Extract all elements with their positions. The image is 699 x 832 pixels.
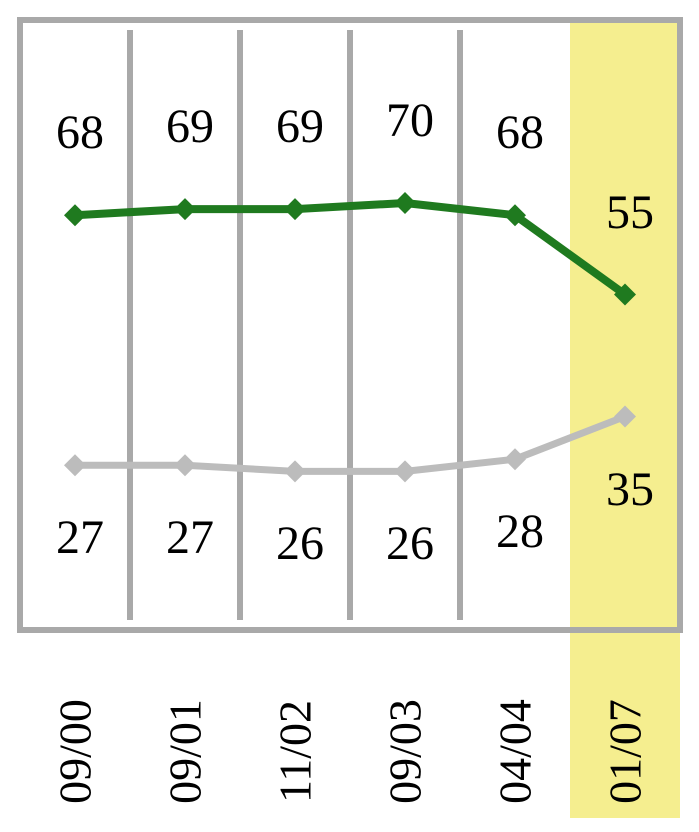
value-label-top-5: 55 — [595, 185, 665, 240]
line-chart: 68696970685527272626283509/0009/0111/020… — [0, 0, 699, 818]
x-label-2: 11/02 — [269, 672, 322, 832]
value-label-top-4: 68 — [485, 105, 555, 160]
value-label-top-2: 69 — [265, 99, 335, 154]
x-label-5: 01/07 — [599, 672, 652, 832]
x-label-4: 04/04 — [489, 672, 542, 832]
x-label-1: 09/01 — [159, 672, 212, 832]
value-label-top-0: 68 — [45, 105, 115, 160]
value-label-bottom-1: 27 — [155, 510, 225, 565]
x-label-0: 09/00 — [49, 672, 102, 832]
value-label-bottom-5: 35 — [595, 462, 665, 517]
value-label-top-3: 70 — [375, 93, 445, 148]
value-label-top-1: 69 — [155, 99, 225, 154]
value-label-bottom-2: 26 — [265, 516, 335, 571]
value-label-bottom-0: 27 — [45, 510, 115, 565]
value-label-bottom-4: 28 — [485, 504, 555, 559]
x-label-3: 09/03 — [379, 672, 432, 832]
value-label-bottom-3: 26 — [375, 516, 445, 571]
